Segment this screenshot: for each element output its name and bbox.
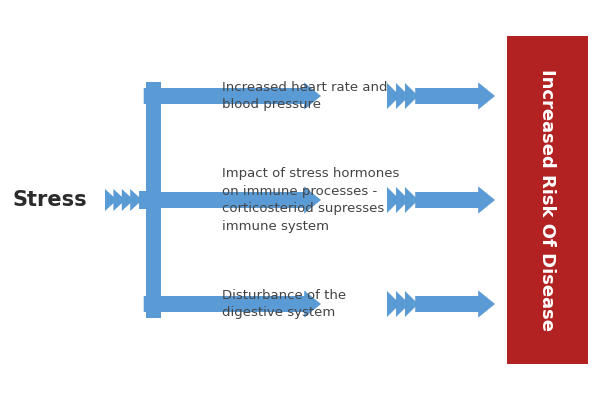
Bar: [146, 88, 161, 104]
Polygon shape: [387, 187, 400, 213]
Polygon shape: [139, 191, 146, 209]
Text: Increased heart rate and
blood pressure: Increased heart rate and blood pressure: [222, 81, 388, 111]
Text: Stress: Stress: [12, 190, 86, 210]
Polygon shape: [415, 290, 495, 318]
Polygon shape: [387, 291, 400, 317]
Bar: [146, 82, 161, 318]
Polygon shape: [415, 186, 495, 214]
Polygon shape: [105, 189, 117, 211]
Polygon shape: [144, 290, 321, 318]
Polygon shape: [387, 83, 400, 109]
Polygon shape: [113, 189, 125, 211]
Polygon shape: [405, 187, 418, 213]
Polygon shape: [144, 186, 321, 214]
Polygon shape: [122, 189, 134, 211]
Text: Disturbance of the
digestive system: Disturbance of the digestive system: [222, 289, 346, 319]
Polygon shape: [144, 82, 321, 110]
Polygon shape: [405, 83, 418, 109]
Polygon shape: [415, 82, 495, 110]
Text: Increased Risk Of Disease: Increased Risk Of Disease: [539, 69, 557, 331]
Polygon shape: [130, 189, 142, 211]
Polygon shape: [396, 187, 409, 213]
Bar: [146, 192, 161, 208]
Bar: [146, 296, 161, 312]
Bar: [507, 36, 588, 364]
Polygon shape: [405, 291, 418, 317]
Text: Impact of stress hormones
on immune processes -
corticosteriod supresses
immune : Impact of stress hormones on immune proc…: [222, 167, 400, 233]
Polygon shape: [396, 291, 409, 317]
Polygon shape: [396, 83, 409, 109]
